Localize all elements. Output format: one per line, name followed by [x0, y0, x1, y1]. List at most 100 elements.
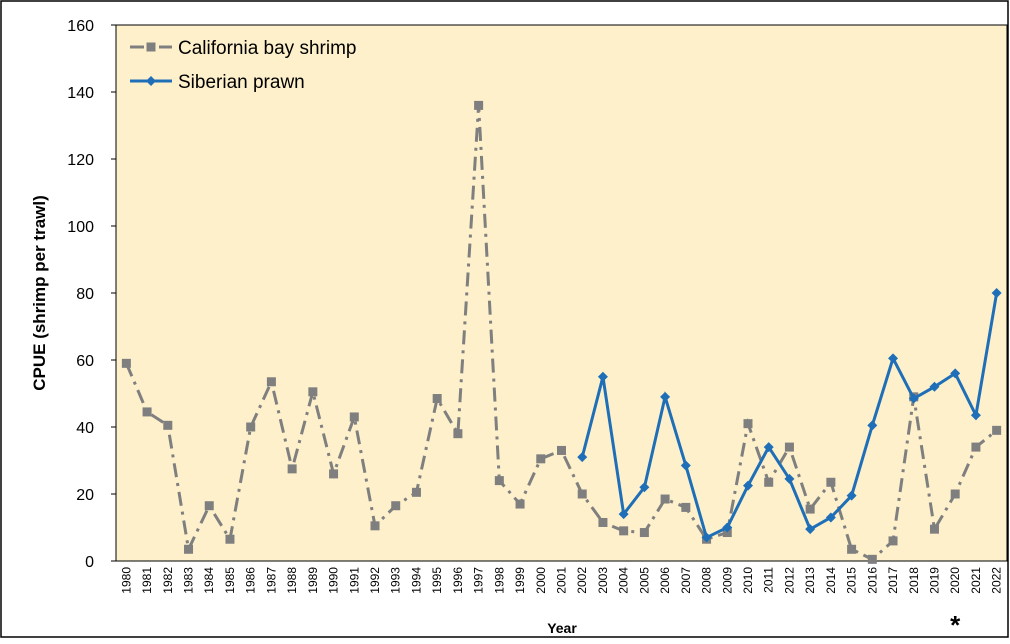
x-tick-label: 1998: [492, 567, 506, 594]
data-point: [474, 100, 484, 110]
y-tick-label: 100: [67, 219, 94, 236]
x-tick-label: 2021: [969, 567, 983, 594]
y-tick-label: 160: [67, 18, 94, 35]
x-tick-label: 1981: [140, 567, 154, 594]
data-point: [784, 442, 794, 452]
x-tick-label: 2000: [534, 567, 548, 594]
x-tick-label: 1980: [119, 567, 133, 594]
data-point: [763, 442, 774, 453]
data-point: [536, 454, 546, 464]
data-point: [992, 425, 1002, 435]
data-point: [639, 482, 650, 493]
x-tick-label: 1996: [451, 567, 465, 594]
data-point: [722, 528, 732, 538]
data-point: [908, 393, 919, 404]
x-tick-label: 2002: [575, 567, 589, 594]
data-point: [805, 504, 815, 514]
x-tick-label: 2007: [679, 567, 693, 594]
x-tick-label: 1990: [327, 567, 341, 594]
legend-label: Siberian prawn: [178, 72, 305, 93]
data-point: [121, 358, 131, 368]
annotation: *: [950, 610, 961, 639]
data-point: [970, 410, 981, 421]
data-point: [370, 521, 380, 531]
x-tick-label: 2019: [927, 567, 941, 594]
data-point: [204, 501, 214, 511]
data-point: [225, 534, 235, 544]
x-tick-label: 1984: [202, 567, 216, 594]
data-point: [660, 494, 670, 504]
legend-label: California bay shrimp: [178, 38, 356, 59]
data-point: [722, 522, 733, 533]
y-axis-title: CPUE (shrimp per trawl): [30, 195, 49, 391]
x-tick-label: 2005: [637, 567, 651, 594]
x-tick-label: 2012: [782, 567, 796, 594]
plot-area: [115, 24, 1008, 562]
data-point: [743, 419, 753, 429]
data-point: [660, 391, 671, 402]
x-tick-label: 2003: [596, 567, 610, 594]
data-point: [825, 512, 836, 523]
legend-marker: [146, 76, 156, 86]
data-point: [784, 473, 795, 484]
data-point: [597, 371, 608, 382]
x-tick-label: 2015: [845, 567, 859, 594]
x-tick-label: 2004: [617, 567, 631, 594]
x-tick-label: 1991: [347, 567, 361, 594]
y-tick-label: 60: [76, 353, 94, 370]
data-point: [246, 422, 256, 432]
data-point: [287, 464, 297, 474]
data-point: [971, 442, 981, 452]
x-tick-label: 1997: [472, 567, 486, 594]
data-point: [329, 469, 339, 479]
data-point: [432, 394, 442, 404]
data-point: [846, 490, 857, 501]
data-point: [826, 477, 836, 487]
x-tick-label: 1985: [223, 567, 237, 594]
data-point: [577, 489, 587, 499]
x-tick-label: 2006: [658, 567, 672, 594]
data-point: [929, 524, 939, 534]
data-point: [742, 480, 753, 491]
x-tick-label: 1994: [409, 567, 423, 594]
data-point: [888, 536, 898, 546]
x-tick-label: 2018: [907, 567, 921, 594]
data-point: [618, 509, 629, 520]
data-point: [184, 544, 194, 554]
x-tick-label: 2014: [824, 567, 838, 594]
data-point: [163, 420, 173, 430]
data-point: [308, 387, 318, 397]
x-tick-label: 2020: [948, 567, 962, 594]
data-point: [349, 412, 359, 422]
x-tick-label: 1988: [285, 567, 299, 594]
data-point: [494, 476, 504, 486]
data-point: [142, 407, 152, 417]
data-point: [266, 377, 276, 387]
y-tick-label: 40: [76, 420, 94, 437]
x-tick-label: 2001: [555, 567, 569, 594]
data-point: [391, 501, 401, 511]
data-point: [701, 532, 712, 543]
x-tick-label: 2016: [865, 567, 879, 594]
legend-marker: [146, 42, 156, 52]
x-tick-label: 1983: [182, 567, 196, 594]
x-tick-label: 1993: [389, 567, 403, 594]
x-tick-label: 1986: [244, 567, 258, 594]
x-tick-label: 2022: [990, 567, 1004, 594]
y-tick-label: 120: [67, 152, 94, 169]
data-point: [680, 460, 691, 471]
data-point: [950, 489, 960, 499]
x-tick-label: 2010: [741, 567, 755, 594]
x-tick-label: 1989: [306, 567, 320, 594]
y-tick-label: 80: [76, 286, 94, 303]
y-tick-label: 140: [67, 85, 94, 102]
data-point: [805, 524, 816, 535]
x-tick-label: 1982: [161, 567, 175, 594]
x-tick-label: 2017: [886, 567, 900, 594]
y-tick-label: 0: [85, 554, 94, 571]
x-tick-label: 1995: [430, 567, 444, 594]
x-tick-label: 2013: [803, 567, 817, 594]
y-tick-label: 20: [76, 487, 94, 504]
data-point: [888, 353, 899, 364]
